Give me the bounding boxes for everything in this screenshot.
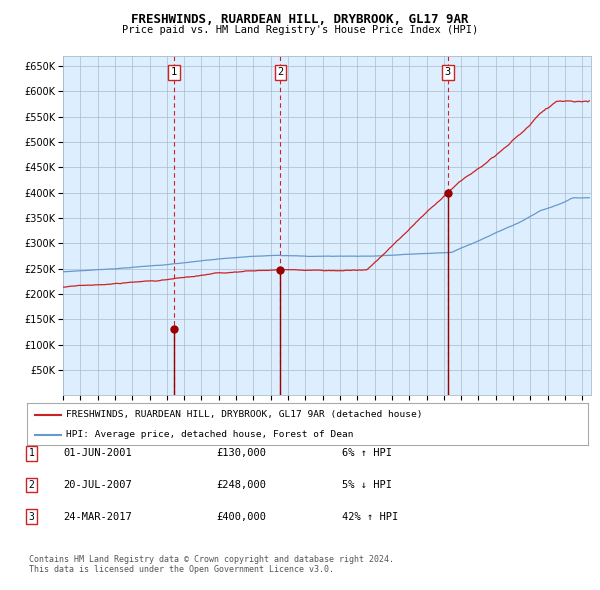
Text: 1: 1 [171, 67, 177, 77]
Text: Contains HM Land Registry data © Crown copyright and database right 2024.: Contains HM Land Registry data © Crown c… [29, 555, 394, 563]
Text: Price paid vs. HM Land Registry's House Price Index (HPI): Price paid vs. HM Land Registry's House … [122, 25, 478, 35]
Text: This data is licensed under the Open Government Licence v3.0.: This data is licensed under the Open Gov… [29, 565, 334, 574]
Text: 20-JUL-2007: 20-JUL-2007 [63, 480, 132, 490]
Text: FRESHWINDS, RUARDEAN HILL, DRYBROOK, GL17 9AR (detached house): FRESHWINDS, RUARDEAN HILL, DRYBROOK, GL1… [66, 411, 423, 419]
Text: 5% ↓ HPI: 5% ↓ HPI [342, 480, 392, 490]
Text: 42% ↑ HPI: 42% ↑ HPI [342, 512, 398, 522]
Text: FRESHWINDS, RUARDEAN HILL, DRYBROOK, GL17 9AR: FRESHWINDS, RUARDEAN HILL, DRYBROOK, GL1… [131, 13, 469, 26]
Text: £400,000: £400,000 [216, 512, 266, 522]
Text: 01-JUN-2001: 01-JUN-2001 [63, 448, 132, 458]
Text: 3: 3 [29, 512, 35, 522]
Text: 2: 2 [277, 67, 283, 77]
Text: 1: 1 [29, 448, 35, 458]
Text: £130,000: £130,000 [216, 448, 266, 458]
Text: £248,000: £248,000 [216, 480, 266, 490]
Text: 24-MAR-2017: 24-MAR-2017 [63, 512, 132, 522]
Text: 3: 3 [445, 67, 451, 77]
Text: 6% ↑ HPI: 6% ↑ HPI [342, 448, 392, 458]
Text: HPI: Average price, detached house, Forest of Dean: HPI: Average price, detached house, Fore… [66, 430, 354, 440]
Text: 2: 2 [29, 480, 35, 490]
